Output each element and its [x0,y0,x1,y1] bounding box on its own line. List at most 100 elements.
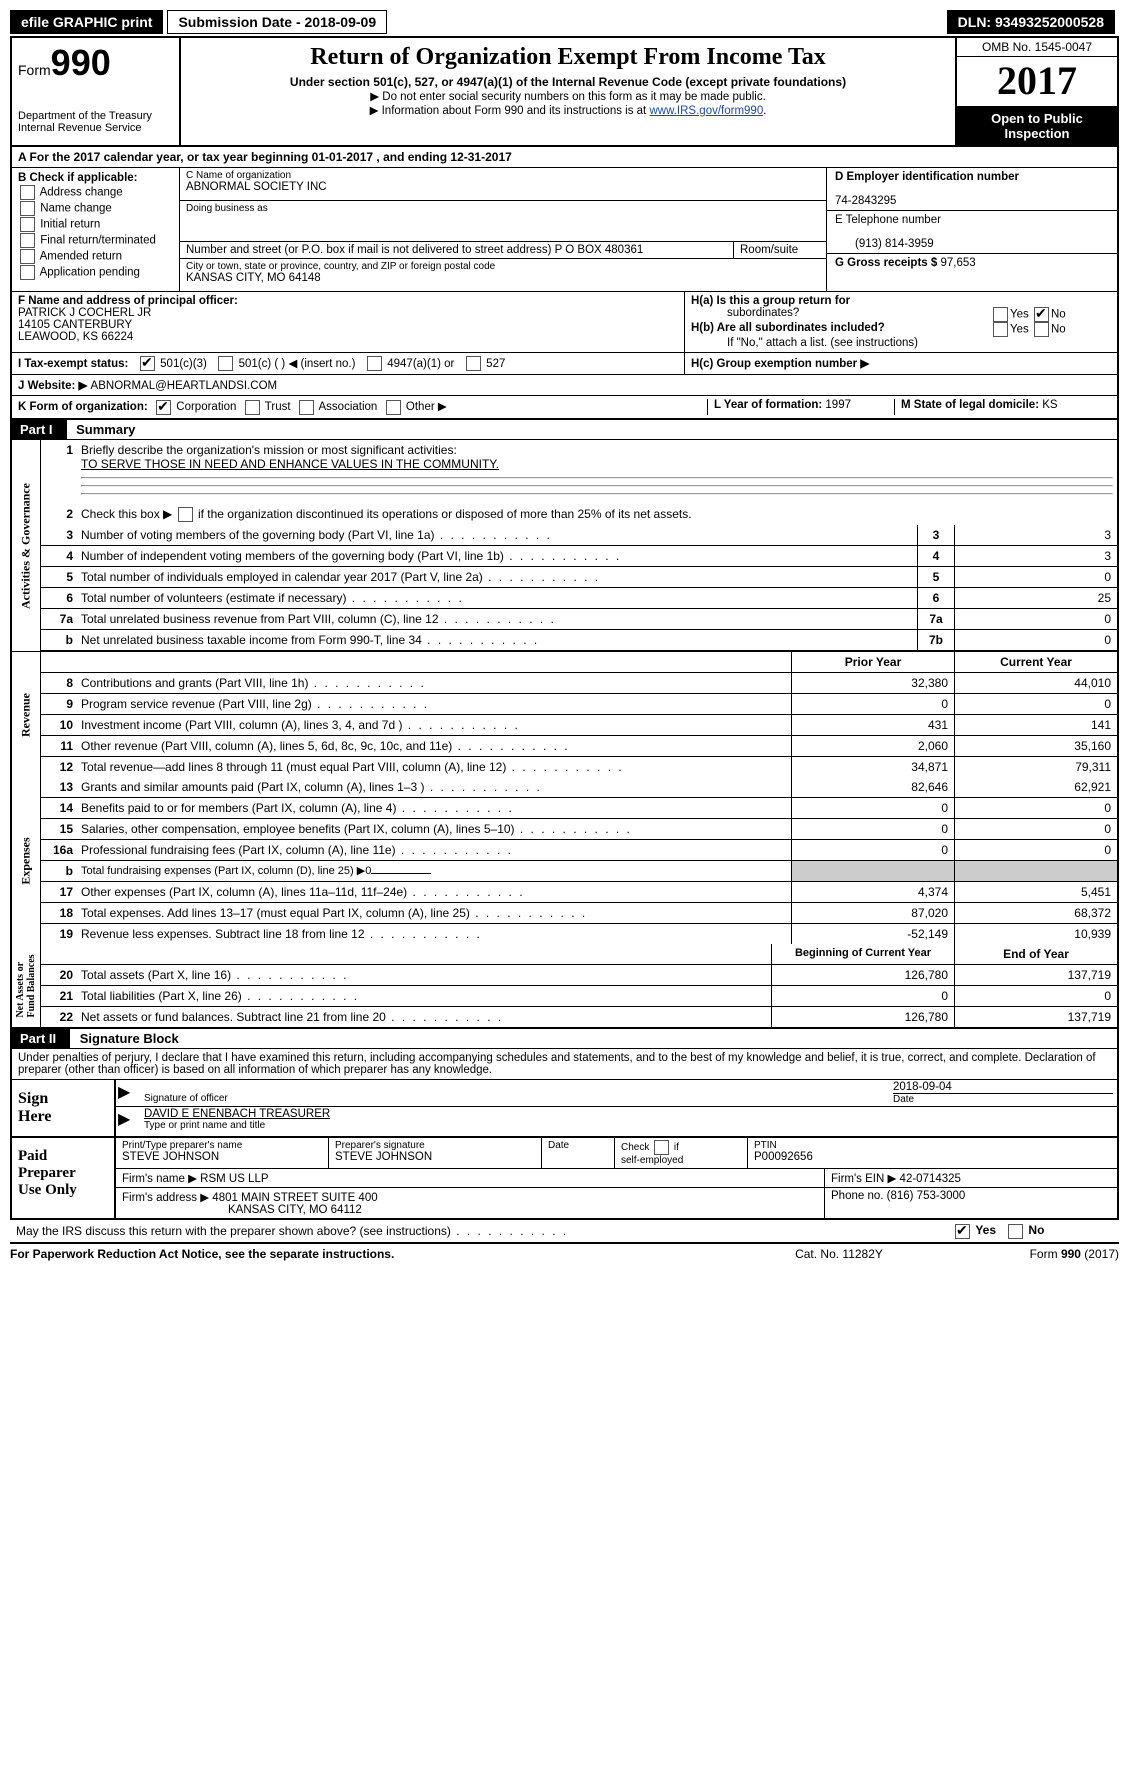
chk-amended-return[interactable]: Amended return [18,249,173,264]
chk-address-change[interactable]: Address change [18,185,173,200]
firm-phone: (816) 753-3000 [887,1190,966,1202]
chk-final-return[interactable]: Final return/terminated [18,233,173,248]
tax-year-begin: 01-01-2017 [312,150,373,164]
chk-corporation[interactable] [156,400,171,415]
year-formation-label: L Year of formation: [714,399,825,411]
preparer-signature-label: Preparer's signature [335,1140,535,1151]
typed-name-value: DAVID E ENENBACH TREASURER [144,1108,330,1120]
state-domicile-value: KS [1042,399,1057,411]
officer-signature-field[interactable]: Signature of officer [140,1080,889,1106]
box-f: F Name and address of principal officer:… [12,292,685,352]
table-row: 5Total number of individuals employed in… [41,567,1117,588]
revenue-header-row: Prior Year Current Year [41,652,1117,673]
arrow-icon: ▶ [116,1080,140,1106]
chk-initial-return[interactable]: Initial return [18,217,173,232]
table-row: bNet unrelated business taxable income f… [41,630,1117,651]
hb-yes-checkbox[interactable] [993,322,1008,337]
chk-other[interactable] [386,400,401,415]
form-word: Form [18,62,51,78]
street-label: Number and street (or P.O. box if mail i… [186,244,551,256]
section-a-mid: , and ending [376,150,450,164]
paid-preparer-row: PaidPreparerUse Only Print/Type preparer… [12,1138,1117,1218]
header-right: OMB No. 1545-0047 2017 Open to Public In… [955,38,1117,145]
chk-4947[interactable] [367,356,382,371]
discuss-yes-checkbox[interactable] [955,1224,970,1239]
website-label: J Website: ▶ [18,380,91,392]
chk-name-change[interactable]: Name change [18,201,173,216]
tax-exempt-label: I Tax-exempt status: [18,358,128,370]
section-a-pre: A For the 2017 calendar year, or tax yea… [18,150,312,164]
form-number: 990 [51,42,111,83]
typed-name-field: DAVID E ENENBACH TREASURER Type or print… [140,1107,1117,1132]
state-domicile-label: M State of legal domicile: [901,399,1042,411]
street-address: P O BOX 480361 [555,244,644,256]
page-footer: For Paperwork Reduction Act Notice, see … [10,1244,1119,1264]
omb-number: OMB No. 1545-0047 [957,38,1117,57]
ha-no-checkbox[interactable] [1034,307,1049,322]
line-1: 1 Briefly describe the organization's mi… [41,440,1117,504]
chk-527[interactable] [466,356,481,371]
perjury-declaration: Under penalties of perjury, I declare th… [12,1049,1117,1080]
row-i-hc: I Tax-exempt status: 501(c)(3) 501(c) ( … [10,353,1119,375]
row-f-h: F Name and address of principal officer:… [10,291,1119,353]
chk-self-employed[interactable] [654,1140,669,1155]
chk-501c3[interactable] [140,356,155,371]
chk-discontinued[interactable] [178,507,193,522]
arrow-icon: ▶ [116,1107,140,1132]
table-row: 20Total assets (Part X, line 16)126,7801… [41,965,1117,986]
yes-label: Yes [975,1223,996,1237]
part1-badge: Part I [12,420,67,439]
city-label: City or town, state or province, country… [186,261,820,272]
firm-address-label: Firm's address ▶ [122,1192,209,1204]
org-name-label: C Name of organization [186,170,820,181]
discuss-no-checkbox[interactable] [1008,1224,1023,1239]
address-row: Number and street (or P.O. box if mail i… [180,242,826,259]
part2-badge: Part II [12,1029,70,1048]
tax-year-end: 12-31-2017 [450,150,511,164]
part2-title: Signature Block [74,1031,179,1046]
part2-header: Part II Signature Block [10,1029,1119,1049]
table-row: 19Revenue less expenses. Subtract line 1… [41,924,1117,944]
ptin-cell: PTIN P00092656 [748,1138,1117,1168]
ha-yes-checkbox[interactable] [993,307,1008,322]
form-of-org-label: K Form of organization: [18,401,148,413]
gross-receipts-label: G Gross receipts $ [835,257,940,269]
ptin-value: P00092656 [754,1151,813,1163]
side-text-expenses: Expenses [19,837,34,884]
form-id-block: Form990 Department of the Treasury Inter… [12,38,181,145]
chk-trust[interactable] [245,400,260,415]
room-cell: Room/suite [734,242,826,258]
street-cell: Number and street (or P.O. box if mail i… [180,242,734,258]
info-note-text: ▶ Information about Form 990 and its ins… [370,105,650,117]
revenue-section: Revenue Prior Year Current Year 8Contrib… [10,651,1119,777]
ssn-note: ▶ Do not enter social security numbers o… [189,89,947,103]
ein-cell: D Employer identification number 74-2843… [827,168,1117,211]
preparer-row3: Firm's address ▶ 4801 MAIN STREET SUITE … [116,1188,1117,1218]
gross-receipts-value: 97,653 [940,257,975,269]
tax-year: 2017 [957,57,1117,107]
firm-ein-cell: Firm's EIN ▶ 42-0714325 [825,1169,1117,1187]
opt-address-change: Address change [40,187,123,199]
expenses-body: 13Grants and similar amounts paid (Part … [41,777,1117,944]
chk-application-pending[interactable]: Application pending [18,265,173,280]
irs-link[interactable]: www.IRS.gov/form990 [649,105,763,117]
firm-address-1: 4801 MAIN STREET SUITE 400 [212,1192,377,1204]
row-k-l-m: K Form of organization: Corporation Trus… [10,396,1119,419]
revenue-body: Prior Year Current Year 8Contributions a… [41,652,1117,777]
box-b: B Check if applicable: Address change Na… [12,168,180,291]
netassets-body: Beginning of Current Year End of Year 20… [41,944,1117,1027]
chk-association[interactable] [299,400,314,415]
submission-date: Submission Date - 2018-09-09 [167,10,387,34]
side-label-revenue: Revenue [12,652,41,777]
city-state-zip: KANSAS CITY, MO 64148 [186,272,321,284]
firm-phone-label: Phone no. [831,1190,887,1202]
telephone-cell: E Telephone number (913) 814-3959 [827,211,1117,254]
chk-501c[interactable] [218,356,233,371]
opt-4947: 4947(a)(1) or [387,358,454,370]
opt-association: Association [319,401,378,413]
expenses-section: Expenses 13Grants and similar amounts pa… [10,777,1119,944]
entity-info-grid: B Check if applicable: Address change Na… [10,168,1119,291]
hb-no-checkbox[interactable] [1034,322,1049,337]
preparer-signature: STEVE JOHNSON [335,1151,432,1163]
sign-here-label: SignHere [12,1080,116,1136]
